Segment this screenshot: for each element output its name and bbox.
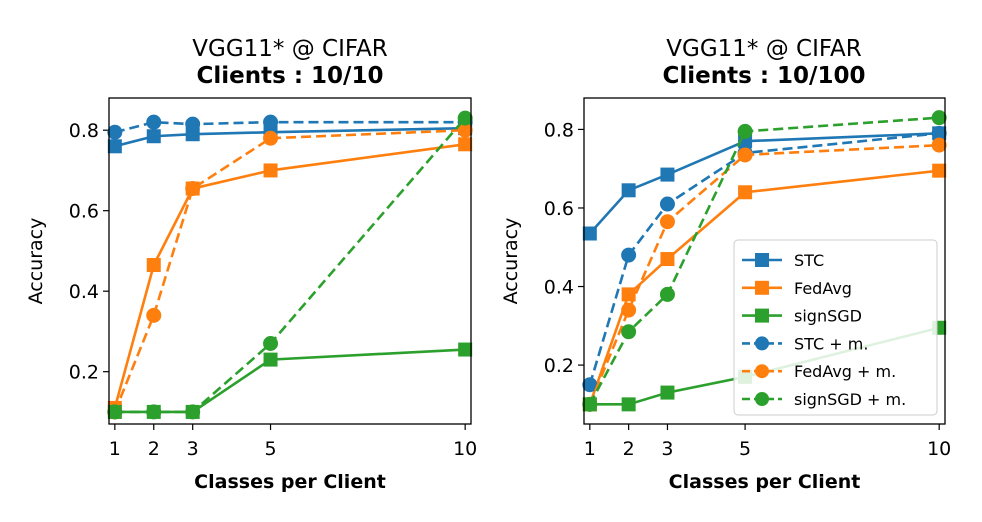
chart-title: VGG11* @ CIFAR	[192, 36, 387, 62]
data-point	[931, 110, 947, 126]
data-point	[621, 397, 636, 412]
legend-item: signSGD	[742, 307, 862, 326]
data-point	[263, 163, 278, 178]
data-point	[659, 214, 675, 230]
legend-item: FedAvg	[742, 279, 852, 298]
data-point	[931, 137, 947, 153]
data-point	[458, 342, 473, 357]
data-point	[146, 404, 162, 420]
plot-frame	[108, 97, 472, 425]
data-point	[146, 129, 161, 144]
data-point	[621, 247, 637, 263]
data-point	[659, 286, 675, 302]
series-line	[113, 142, 466, 409]
series-fedavg	[107, 137, 473, 415]
data-point	[660, 385, 675, 400]
series-signsgd-m	[582, 110, 947, 412]
data-point	[107, 139, 122, 154]
legend-box	[733, 239, 938, 416]
data-point	[263, 336, 279, 352]
data-point	[737, 123, 753, 139]
y-tick-label: 0.8	[69, 120, 99, 142]
legend-item: signSGD + m.	[742, 390, 906, 409]
legend-label: STC	[794, 251, 824, 270]
data-point	[185, 404, 201, 420]
chart-subtitle: Clients : 10/10	[197, 63, 384, 89]
legend-marker	[755, 308, 769, 323]
data-point	[659, 196, 675, 212]
data-point	[932, 163, 947, 178]
legend-label: signSGD + m.	[794, 390, 906, 409]
data-point	[582, 396, 598, 412]
legend-marker	[755, 280, 769, 295]
y-tick-label: 0.6	[544, 198, 574, 220]
data-point	[146, 307, 162, 323]
data-point	[738, 185, 753, 200]
legend-marker	[755, 364, 769, 379]
y-tick-label: 0.8	[544, 119, 574, 141]
x-axis-label: Classes per Client	[669, 471, 861, 493]
data-point	[107, 404, 123, 420]
data-point	[660, 167, 675, 182]
chart-title: VGG11* @ CIFAR	[666, 36, 861, 62]
data-point	[582, 226, 597, 241]
data-point	[660, 252, 675, 267]
legend-label: FedAvg	[794, 279, 852, 298]
data-point	[621, 302, 637, 318]
series-line	[114, 117, 467, 414]
x-tick-label: 2	[148, 438, 160, 460]
x-tick-label: 1	[109, 438, 121, 460]
data-point	[263, 114, 279, 130]
legend-label: signSGD	[794, 307, 862, 326]
y-tick-label: 0.2	[69, 362, 99, 384]
data-point	[621, 324, 637, 340]
series-line	[114, 348, 466, 414]
x-tick-label: 3	[661, 438, 673, 460]
x-axis-label: Classes per Client	[194, 471, 386, 493]
data-point	[263, 130, 279, 146]
data-point	[621, 287, 636, 302]
x-tick-label: 5	[264, 438, 276, 460]
legend-marker	[755, 336, 769, 351]
x-tick-label: 10	[453, 438, 477, 460]
series-line	[113, 128, 466, 413]
data-point	[737, 147, 753, 163]
legend: STC FedAvg signSGD STC + m. FedAvg + m. signS…	[733, 239, 938, 416]
plot-frame	[583, 97, 946, 425]
y-axis-label: Accuracy	[25, 218, 47, 305]
x-tick-label: 1	[584, 438, 596, 460]
legend-marker	[755, 253, 769, 267]
legend-item: STC	[742, 251, 824, 270]
x-tick-label: 3	[187, 438, 199, 460]
data-point	[185, 181, 201, 197]
data-point	[146, 258, 161, 273]
data-point	[107, 124, 123, 140]
y-tick-label: 0.4	[69, 281, 99, 303]
series-signsgd	[107, 342, 473, 419]
data-point	[621, 183, 636, 198]
legend-item: FedAvg + m.	[742, 362, 896, 381]
legend-item: STC + m.	[742, 334, 868, 353]
series-stc	[582, 126, 947, 241]
data-point	[457, 110, 473, 126]
legend-marker	[755, 392, 769, 406]
legend-label: FedAvg + m.	[794, 362, 896, 381]
series-signsgd-m	[107, 110, 473, 420]
x-tick-label: 2	[623, 438, 635, 460]
data-point	[458, 137, 473, 152]
x-tick-label: 10	[927, 438, 951, 460]
y-tick-label: 0.4	[544, 277, 574, 299]
legend-label: STC + m.	[794, 334, 868, 353]
y-axis-label: Accuracy	[500, 218, 522, 305]
x-tick-label: 5	[739, 438, 751, 460]
data-point	[185, 116, 201, 132]
y-tick-label: 0.2	[544, 355, 574, 377]
data-point	[263, 352, 278, 367]
data-point	[146, 114, 162, 130]
chart-subtitle: Clients : 10/100	[663, 63, 866, 89]
y-tick-label: 0.6	[69, 201, 99, 223]
